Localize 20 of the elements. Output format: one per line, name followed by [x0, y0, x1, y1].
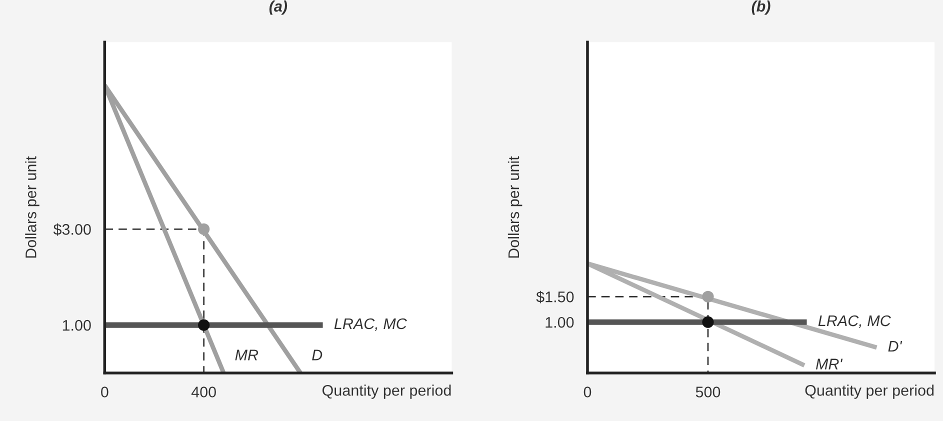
x-tick-label: 0 [584, 386, 592, 398]
x-tick-label: 0 [101, 386, 108, 398]
y-tick-label: 1.00 [546, 316, 574, 328]
series-label: D' [888, 340, 902, 352]
x-axis-title: Quantity per period [322, 384, 451, 399]
series-label: MR [235, 350, 258, 360]
series-label: MR' [816, 358, 843, 370]
y-tick-label: 1.00 [62, 320, 91, 331]
series-label: D [312, 350, 322, 360]
x-axis-title: Quantity per period [805, 384, 934, 399]
y-axis-title: Dollars per unit [508, 156, 522, 258]
y-tick-label: $1.50 [536, 290, 574, 304]
x-tick-label: 400 [191, 386, 216, 398]
y-tick-label: $3.00 [53, 223, 91, 236]
chart-title: (a) [269, 0, 288, 15]
series-label: LRAC, MC [818, 315, 891, 328]
x-tick-label: 500 [696, 386, 720, 398]
y-axis-title: Dollars per unit [25, 156, 40, 258]
chart-title: (b) [752, 0, 770, 15]
series-label: LRAC, MC [334, 318, 407, 331]
